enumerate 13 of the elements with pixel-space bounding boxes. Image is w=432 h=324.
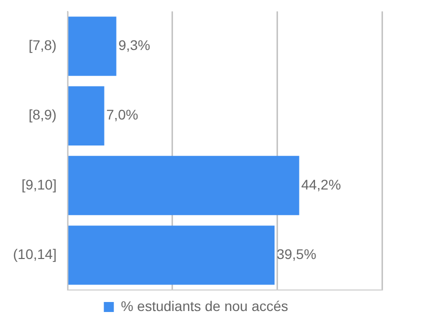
y-tick-label: [7,8) <box>28 37 57 54</box>
data-label: 9,3% <box>118 37 150 54</box>
data-label: 44,2% <box>301 176 341 192</box>
y-tick-label: [8,9) <box>28 106 57 123</box>
data-label: 7,0% <box>106 106 138 123</box>
bar <box>68 86 104 146</box>
y-tick-label: (10,14] <box>12 246 57 262</box>
y-tick-label: [9,10] <box>22 176 57 192</box>
bar <box>68 16 116 76</box>
bar <box>68 226 275 285</box>
bar <box>68 156 300 216</box>
data-label: 39,5% <box>276 246 316 262</box>
legend-label: % estudiants de nou accés <box>120 298 288 314</box>
